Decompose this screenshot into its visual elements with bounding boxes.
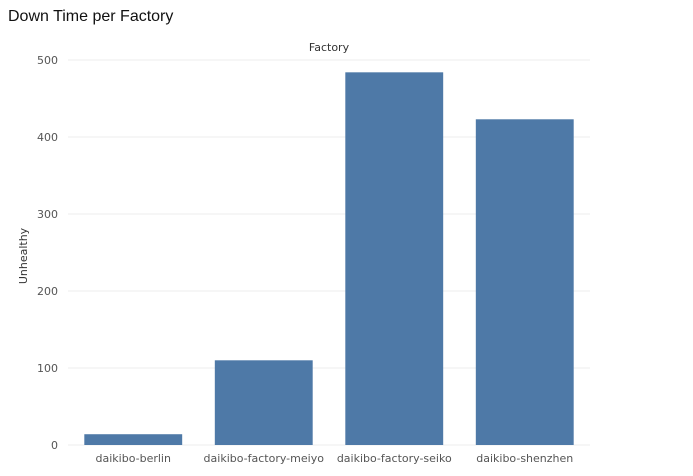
bar: [214, 360, 313, 445]
bars: [84, 72, 574, 445]
x-tick-labels: daikibo-berlin daikibo-factory-meiyo daiki…: [96, 452, 574, 465]
y-tick-label: 500: [37, 54, 58, 67]
y-tick-label: 400: [37, 131, 58, 144]
page-title: Down Time per Factory: [8, 8, 174, 25]
y-tick-label: 100: [37, 362, 58, 375]
x-tick-label: daikibo-factory-meiyo: [204, 452, 325, 465]
bar: [345, 72, 444, 445]
x-tick-label: daikibo-berlin: [96, 452, 171, 465]
y-tick-label: 0: [51, 439, 58, 452]
y-axis-label: Unhealthy: [17, 227, 30, 284]
x-tick-label: daikibo-factory-seiko: [337, 452, 452, 465]
y-tick-labels: 0 100 200 300 400 500: [37, 54, 58, 452]
bar: [84, 434, 183, 445]
y-tick-label: 300: [37, 208, 58, 221]
x-tick-label: daikibo-shenzhen: [476, 452, 573, 465]
bar: [475, 119, 574, 445]
column-header: Factory: [309, 41, 350, 54]
y-tick-label: 200: [37, 285, 58, 298]
